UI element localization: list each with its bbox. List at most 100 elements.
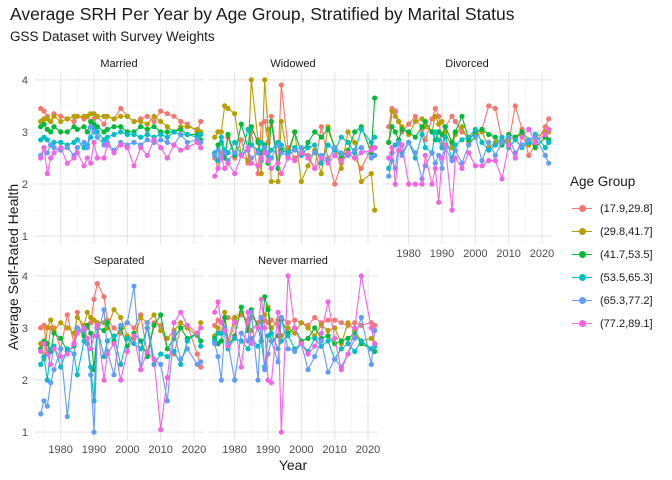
- data-point: [318, 171, 324, 177]
- data-point: [452, 129, 458, 135]
- data-point: [51, 346, 57, 352]
- data-point: [151, 322, 157, 328]
- data-point: [262, 77, 268, 83]
- data-point: [215, 147, 221, 153]
- data-point: [212, 134, 218, 140]
- data-point: [466, 150, 472, 156]
- data-point: [332, 335, 338, 341]
- data-point: [432, 105, 438, 112]
- data-point: [542, 145, 548, 151]
- data-point: [111, 150, 117, 156]
- data-point: [144, 152, 150, 158]
- data-point: [184, 145, 190, 151]
- legend-item: (29.8,41.7]: [570, 220, 653, 243]
- data-point: [71, 351, 77, 357]
- data-point: [158, 131, 164, 138]
- data-point: [486, 158, 492, 164]
- data-point: [104, 320, 110, 326]
- data-point: [245, 126, 251, 132]
- data-point: [215, 354, 221, 360]
- data-point: [164, 139, 170, 145]
- data-point: [325, 126, 331, 132]
- data-point: [111, 131, 117, 138]
- data-point: [419, 124, 425, 130]
- data-point: [305, 155, 311, 161]
- data-point: [48, 380, 54, 386]
- data-point: [158, 312, 164, 318]
- legend-key-point: [578, 274, 586, 281]
- data-point: [392, 129, 398, 135]
- data-point: [58, 335, 64, 341]
- data-point: [325, 333, 331, 339]
- data-point: [48, 155, 54, 161]
- data-point: [198, 118, 204, 125]
- data-point: [245, 309, 251, 315]
- data-point: [422, 145, 428, 151]
- data-point: [198, 325, 204, 331]
- data-point: [285, 273, 291, 279]
- data-point: [238, 364, 244, 370]
- x-tick-label: 1980: [396, 248, 420, 260]
- data-point: [151, 137, 157, 143]
- data-point: [338, 338, 344, 344]
- data-point: [368, 325, 374, 331]
- data-point: [164, 124, 170, 130]
- data-point: [499, 134, 505, 140]
- data-point: [318, 155, 324, 161]
- data-point: [368, 335, 374, 341]
- data-point: [275, 178, 281, 185]
- data-point: [74, 325, 80, 331]
- data-point: [84, 145, 90, 151]
- data-point: [144, 137, 150, 143]
- data-point: [218, 155, 224, 161]
- data-point: [312, 165, 318, 171]
- legend-key: [570, 295, 594, 307]
- data-point: [212, 309, 218, 315]
- data-point: [268, 330, 274, 336]
- data-point: [345, 335, 351, 341]
- data-point: [406, 139, 412, 145]
- data-point: [262, 325, 268, 331]
- data-point: [94, 155, 100, 161]
- data-point: [104, 113, 110, 119]
- data-point: [345, 139, 351, 145]
- data-point: [58, 145, 64, 151]
- data-point: [138, 338, 144, 344]
- data-point: [222, 327, 228, 334]
- legend-key: [570, 318, 594, 330]
- y-axis-title: Average Self-Rated Health: [5, 184, 21, 350]
- data-point: [466, 142, 472, 148]
- data-point: [305, 325, 311, 331]
- data-point: [248, 77, 254, 83]
- data-point: [258, 139, 264, 145]
- legend-key-point: [578, 205, 586, 212]
- data-point: [268, 380, 274, 386]
- data-point: [352, 155, 358, 161]
- data-point: [238, 137, 244, 143]
- data-point: [131, 163, 137, 169]
- data-point: [118, 142, 124, 148]
- data-point: [268, 178, 274, 185]
- data-point: [412, 150, 418, 156]
- data-point: [492, 142, 498, 148]
- data-point: [258, 171, 264, 177]
- data-point: [546, 126, 552, 132]
- y-tick-label: 1: [22, 231, 28, 243]
- data-point: [305, 335, 311, 341]
- data-point: [41, 341, 47, 347]
- data-point: [74, 126, 80, 132]
- data-point: [44, 403, 50, 409]
- data-point: [104, 142, 110, 148]
- data-point: [285, 325, 291, 331]
- data-point: [178, 147, 184, 153]
- data-point: [392, 113, 398, 119]
- data-point: [345, 320, 351, 326]
- data-point: [325, 317, 331, 323]
- data-point: [338, 320, 344, 326]
- data-point: [178, 126, 184, 132]
- data-point: [459, 165, 465, 171]
- data-point: [81, 139, 87, 145]
- data-point: [325, 160, 331, 166]
- data-point: [71, 118, 77, 125]
- data-point: [312, 150, 318, 156]
